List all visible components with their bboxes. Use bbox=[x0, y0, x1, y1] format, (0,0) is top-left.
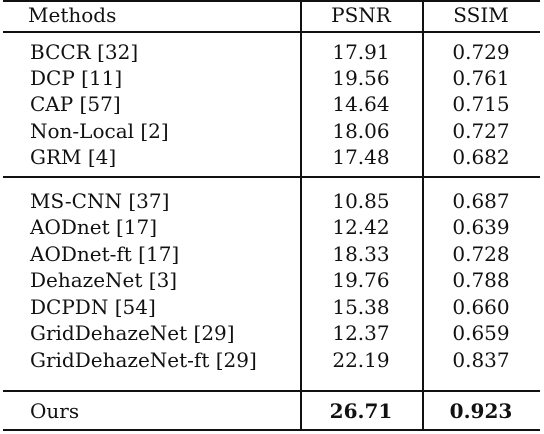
table-row-ssim: 0.728 bbox=[452, 242, 510, 266]
col-separator-1 bbox=[300, 0, 302, 430]
table-row-method: DehazeNet [3] bbox=[30, 268, 178, 292]
table-row-psnr: 12.37 bbox=[332, 321, 390, 345]
bottom-rule bbox=[3, 429, 540, 431]
table-row-method: CAP [57] bbox=[30, 92, 121, 116]
table-row-method: BCCR [32] bbox=[30, 40, 139, 64]
table-row-method: Non-Local [2] bbox=[30, 119, 169, 143]
table-row-method: DCPDN [54] bbox=[30, 295, 156, 319]
table-row-method: AODnet-ft [17] bbox=[30, 242, 180, 266]
table-row-method: GridDehazeNet-ft [29] bbox=[30, 348, 257, 372]
table-row-method: AODnet [17] bbox=[30, 215, 158, 239]
table-row-ssim: 0.687 bbox=[452, 189, 510, 213]
table-row-method: MS-CNN [37] bbox=[30, 189, 170, 213]
header-ssim: SSIM bbox=[453, 3, 509, 27]
table-row-ssim: 0.837 bbox=[452, 348, 510, 372]
table-row-ssim: 0.715 bbox=[452, 92, 510, 116]
table-row-psnr: 14.64 bbox=[332, 92, 390, 116]
table-row-method: DCP [11] bbox=[30, 66, 123, 90]
col-separator-2 bbox=[422, 0, 424, 430]
table-row-ssim: 0.788 bbox=[452, 268, 510, 292]
header-rule bbox=[3, 31, 540, 33]
table-row-method-ours: Ours bbox=[30, 399, 80, 423]
table-row-ssim: 0.761 bbox=[452, 66, 510, 90]
table-row-psnr: 18.06 bbox=[332, 119, 390, 143]
table-row-psnr-ours: 26.71 bbox=[329, 399, 393, 423]
table-row-psnr: 19.76 bbox=[332, 268, 390, 292]
table-row-psnr: 17.91 bbox=[332, 40, 390, 64]
table-row-ssim: 0.660 bbox=[452, 295, 510, 319]
table-row-ssim: 0.639 bbox=[452, 215, 510, 239]
table-row-psnr: 22.19 bbox=[332, 348, 390, 372]
table-row-ssim: 0.659 bbox=[452, 321, 510, 345]
header-psnr: PSNR bbox=[331, 3, 391, 27]
table-row-method: GRM [4] bbox=[30, 145, 117, 169]
table-row-ssim: 0.729 bbox=[452, 40, 510, 64]
table-row-psnr: 19.56 bbox=[332, 66, 390, 90]
table-row-method: GridDehazeNet [29] bbox=[30, 321, 235, 345]
header-methods: Methods bbox=[28, 3, 117, 27]
table-row-psnr: 10.85 bbox=[332, 189, 390, 213]
table-row-psnr: 18.33 bbox=[332, 242, 390, 266]
table-row-ssim: 0.727 bbox=[452, 119, 510, 143]
table-row-ssim-ours: 0.923 bbox=[449, 399, 513, 423]
table-row-psnr: 17.48 bbox=[332, 145, 390, 169]
table-row-ssim: 0.682 bbox=[452, 145, 510, 169]
table-row-psnr: 12.42 bbox=[332, 215, 390, 239]
group-rule-1 bbox=[3, 176, 540, 178]
top-rule bbox=[3, 0, 540, 2]
group-rule-2 bbox=[3, 390, 540, 392]
table-row-psnr: 15.38 bbox=[332, 295, 390, 319]
